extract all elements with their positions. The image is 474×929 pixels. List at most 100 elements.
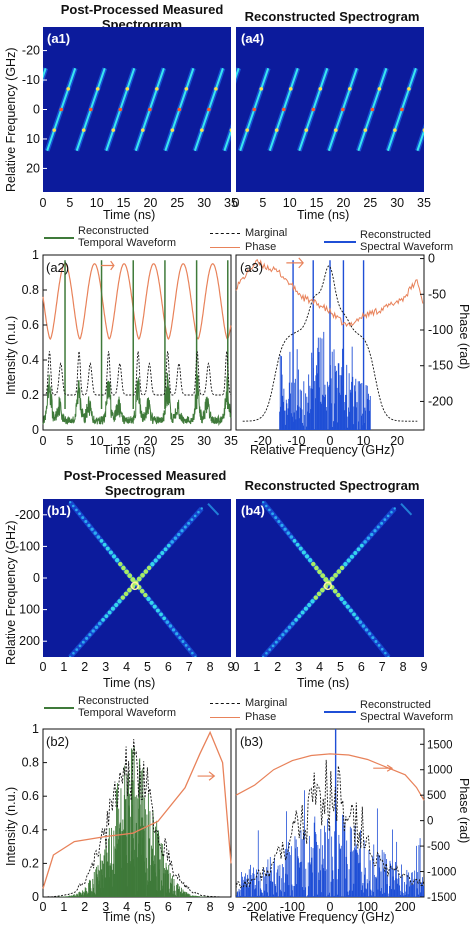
chirp-point bbox=[72, 504, 75, 508]
chirp-point bbox=[356, 547, 361, 552]
chirp-point bbox=[313, 595, 319, 600]
chirp-point bbox=[339, 565, 345, 571]
chirp-hotspot bbox=[304, 128, 309, 132]
tag-b2: (b2) bbox=[46, 734, 70, 749]
ytick-label: -500 bbox=[427, 841, 450, 853]
chirp-point bbox=[261, 655, 265, 657]
chirp-point bbox=[163, 547, 168, 552]
xlabel-a3: Relative Frequency (GHz) bbox=[250, 443, 395, 457]
ytick-label: -50 bbox=[428, 287, 446, 301]
xtick-label: 2 bbox=[274, 660, 281, 674]
title-b-right: Reconstructed Spectrogram bbox=[244, 478, 420, 493]
ytick-label: 0 bbox=[33, 571, 40, 585]
series-phase bbox=[235, 258, 424, 328]
ytick-label: -200 bbox=[428, 394, 453, 408]
chirp-hotspot bbox=[148, 107, 152, 112]
legend-b-temporal-swatch bbox=[44, 707, 74, 709]
chirp-point bbox=[371, 636, 375, 640]
xtick-label: 10 bbox=[357, 434, 371, 445]
chirp-point bbox=[81, 640, 85, 644]
legend-b-phase: Phase bbox=[245, 711, 277, 723]
chirp-point bbox=[278, 636, 282, 640]
ytick-label: 1 bbox=[32, 248, 39, 262]
ylabel-a1: Relative Frequency (GHz) bbox=[4, 47, 18, 193]
ytick-label: 0.4 bbox=[22, 823, 39, 837]
chirp-point bbox=[152, 604, 157, 609]
chirp-point bbox=[127, 587, 132, 593]
chirp-point bbox=[345, 604, 350, 609]
chirp-point bbox=[143, 569, 149, 574]
legend-b-phase-swatch bbox=[210, 717, 240, 718]
ylabel-a2: Intensity (n.u.) bbox=[4, 315, 18, 395]
chirp-point bbox=[355, 616, 360, 621]
chirp-point bbox=[156, 554, 162, 559]
chirp-point bbox=[320, 587, 325, 593]
chirp-point bbox=[75, 508, 78, 512]
chirp-hotspot bbox=[141, 128, 145, 132]
xtick-label: 7 bbox=[186, 900, 193, 914]
xlabel-b4: Time (ns) bbox=[297, 676, 350, 690]
chirp-point bbox=[127, 573, 133, 579]
tag-b3: (b3) bbox=[240, 734, 264, 749]
chirp-point bbox=[332, 588, 338, 594]
chart-a2-a3: 00.20.40.60.810 5 10 15 20 25 30 35 -20 -10 0 10 200… bbox=[22, 248, 453, 445]
xtick-label: 0 bbox=[233, 660, 240, 674]
chirp-point bbox=[348, 608, 353, 613]
chirp-point bbox=[78, 512, 81, 516]
chirp-point bbox=[123, 591, 129, 597]
chirp-point bbox=[194, 655, 197, 657]
chirp-hotspot bbox=[111, 128, 116, 132]
chirp-point bbox=[290, 621, 295, 626]
xtick-label: 8 bbox=[207, 900, 214, 914]
chirp-point bbox=[336, 569, 342, 574]
xtick-label: 8 bbox=[207, 660, 214, 674]
chirp-point bbox=[68, 500, 72, 504]
chirp-point bbox=[387, 655, 390, 657]
chirp-point bbox=[374, 640, 378, 643]
chirp-point bbox=[121, 565, 126, 571]
xtick-label: -20 bbox=[254, 434, 272, 445]
ytick-label: -150 bbox=[428, 359, 453, 373]
chirp-point bbox=[366, 536, 371, 540]
xtick-label: 4 bbox=[123, 660, 130, 674]
chirp-point bbox=[146, 565, 152, 571]
chirp-ramp bbox=[416, 128, 424, 152]
chirp-point bbox=[191, 651, 194, 655]
chirp-point bbox=[307, 558, 313, 563]
series-phase bbox=[235, 753, 425, 801]
chirp-point bbox=[364, 628, 369, 632]
xtick-label: 35 bbox=[224, 196, 238, 210]
ytick-label: 1000 bbox=[427, 765, 453, 777]
xtick-label: 15 bbox=[117, 196, 131, 210]
chirp-hotspot bbox=[200, 128, 204, 132]
chirp-point bbox=[108, 550, 113, 555]
xtick-label: 9 bbox=[421, 660, 428, 674]
xlabel-b1: Time (ns) bbox=[103, 676, 156, 690]
chirp-hotspot bbox=[66, 87, 71, 91]
ytick-label: -1000 bbox=[427, 867, 456, 879]
chirp-hotspot bbox=[393, 128, 397, 132]
chirp-point bbox=[85, 636, 89, 640]
xtick-label: 5 bbox=[337, 660, 344, 674]
legend-a-spectral-line2: Spectral Waveform bbox=[360, 241, 454, 253]
chirp-point bbox=[149, 600, 154, 605]
ytick-label: 0.4 bbox=[22, 353, 39, 367]
chirp-point bbox=[114, 602, 119, 608]
chirp-point bbox=[97, 621, 102, 626]
chirp-hotspot bbox=[170, 128, 175, 132]
chirp-point bbox=[155, 608, 160, 613]
chirp-point bbox=[90, 527, 94, 531]
chirp-ramp bbox=[223, 128, 231, 152]
chirp-crossing bbox=[130, 581, 140, 591]
chirp-point bbox=[343, 562, 348, 567]
series-marginal bbox=[47, 739, 227, 898]
chirp-crossing bbox=[323, 581, 333, 591]
xtick-label: 30 bbox=[197, 196, 211, 210]
ytick-label: -100 bbox=[428, 323, 453, 337]
tag-b1: (b1) bbox=[47, 503, 71, 518]
chirp-point bbox=[286, 531, 290, 535]
xtick-label: -10 bbox=[287, 434, 305, 445]
xtick-label: 0 bbox=[40, 196, 47, 210]
chirp-point bbox=[339, 596, 344, 602]
